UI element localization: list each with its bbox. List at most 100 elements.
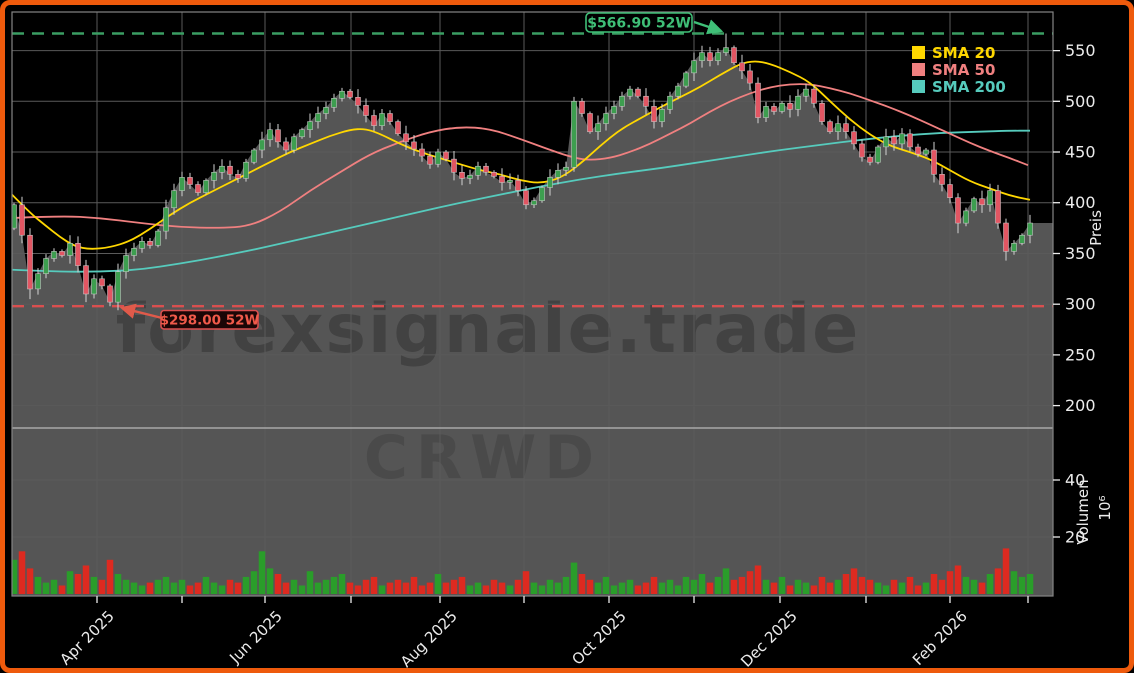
- candle-body: [579, 101, 585, 114]
- candle-body: [803, 88, 809, 97]
- candle-body: [611, 106, 617, 114]
- candle-body: [363, 105, 369, 116]
- candle-body: [523, 190, 529, 206]
- volume-tick-label: 40: [1065, 471, 1085, 490]
- volume-bar: [490, 579, 498, 595]
- candle-body: [12, 204, 17, 229]
- volume-bar: [226, 579, 234, 595]
- candle-body: [947, 184, 953, 198]
- volume-bar: [234, 582, 242, 594]
- volume-bar: [202, 576, 210, 594]
- candle-body: [235, 174, 241, 179]
- candle-body: [347, 90, 353, 98]
- sma50-swatch: [912, 63, 925, 76]
- volume-bar: [666, 579, 674, 595]
- volume-bar: [442, 582, 450, 594]
- volume-bar: [650, 576, 658, 594]
- volume-bar: [970, 579, 978, 595]
- volume-bar: [858, 576, 866, 594]
- volume-bar: [66, 571, 74, 594]
- volume-bar: [122, 579, 130, 595]
- candle-body: [427, 155, 433, 165]
- volume-bar: [330, 576, 338, 594]
- volume-bar: [290, 579, 298, 595]
- volume-bar: [930, 574, 938, 594]
- 52w-high-low-lines: [12, 32, 1053, 308]
- volume-bar: [362, 579, 370, 595]
- legend-label-sma50: SMA 50: [932, 61, 995, 79]
- candle-body: [251, 149, 257, 163]
- candle-body: [955, 197, 961, 224]
- volume-bar: [994, 568, 1002, 594]
- volume-bar: [826, 582, 834, 594]
- candle-body: [659, 109, 665, 122]
- candle-body: [795, 95, 801, 110]
- volume-bar: [354, 585, 362, 594]
- volume-bar: [162, 576, 170, 594]
- candle-body: [987, 190, 993, 206]
- volume-bar: [706, 582, 714, 594]
- watermark-symbol: CRWD: [364, 423, 602, 493]
- volume-bar: [170, 582, 178, 594]
- candle-body: [75, 243, 81, 266]
- candle-body: [227, 165, 233, 175]
- volume-bar: [498, 582, 506, 594]
- volume-bar: [250, 571, 258, 594]
- candle-body: [827, 121, 833, 132]
- price-tick-label: 400: [1065, 193, 1096, 212]
- candle-body: [963, 210, 969, 224]
- candle-body: [139, 241, 145, 249]
- price-tick-label: 550: [1065, 41, 1096, 60]
- candle-body: [51, 251, 57, 259]
- volume-bar: [786, 585, 794, 594]
- volume-panel-background: [12, 428, 1053, 596]
- volume-bar: [12, 559, 18, 594]
- candle-body: [379, 113, 385, 126]
- price-tick-label: 450: [1065, 143, 1096, 162]
- candle-body: [1027, 222, 1033, 236]
- candle-body: [443, 151, 449, 160]
- volume-bar: [890, 579, 898, 595]
- candle-body: [595, 123, 601, 132]
- candle-body: [539, 187, 545, 201]
- candle-body: [883, 136, 889, 148]
- volume-bar: [946, 571, 954, 594]
- candle-body: [931, 149, 937, 175]
- volume-bar: [906, 576, 914, 594]
- candle-body: [187, 177, 193, 185]
- candle-body: [899, 133, 905, 145]
- candle-body: [403, 133, 409, 143]
- candle-body: [451, 158, 457, 173]
- candle-body: [275, 129, 281, 143]
- volume-bar: [114, 574, 122, 594]
- candle-body: [675, 85, 681, 97]
- candle-body: [499, 176, 505, 183]
- x-tick-label: Dec 2025: [737, 607, 801, 671]
- x-tick-label: Jun 2025: [225, 607, 285, 667]
- volume-bar: [82, 565, 90, 594]
- volume-bar: [722, 568, 730, 594]
- candle-body: [35, 273, 41, 290]
- volume-bar: [1018, 576, 1026, 594]
- candle-body: [299, 129, 305, 138]
- low-52w-label-box: [160, 309, 259, 330]
- volume-bar: [26, 568, 34, 594]
- candle-body: [195, 184, 201, 193]
- volume-bar: [1010, 571, 1018, 594]
- volume-bar: [466, 585, 474, 594]
- candle-body: [339, 90, 345, 99]
- price-area-fill: [12, 47, 1053, 428]
- volume-bar: [298, 585, 306, 594]
- candle-body: [283, 141, 289, 151]
- volume-bar: [506, 585, 514, 594]
- volume-bar: [898, 582, 906, 594]
- legend: SMA 20 SMA 50 SMA 200: [912, 44, 1006, 96]
- volume-bar: [138, 585, 146, 594]
- volume-bar: [218, 585, 226, 594]
- volume-bar: [914, 585, 922, 594]
- candle-body: [83, 265, 89, 295]
- candle-body: [459, 172, 465, 179]
- candle-body: [555, 170, 561, 178]
- candle-body: [211, 172, 217, 181]
- candle-body: [619, 95, 625, 107]
